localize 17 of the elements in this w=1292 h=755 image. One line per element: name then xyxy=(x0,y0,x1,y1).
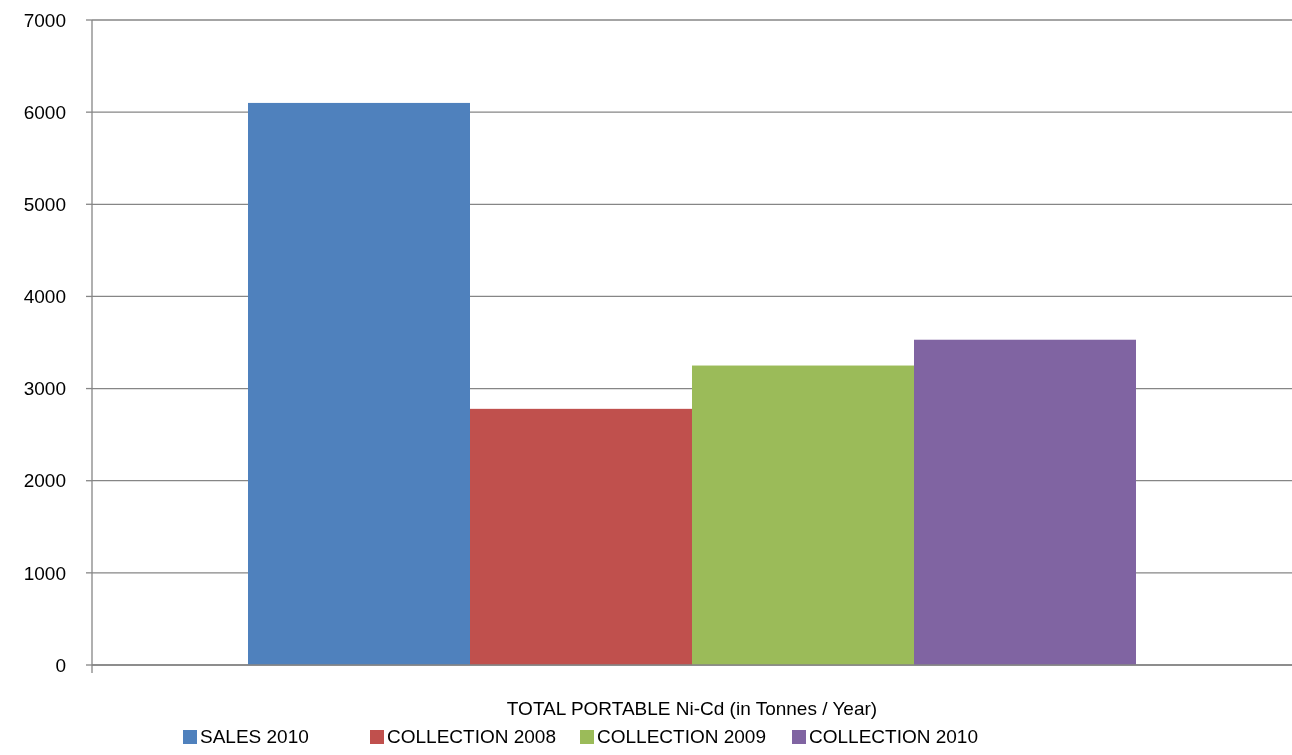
bar xyxy=(248,102,470,665)
bar xyxy=(914,339,1136,665)
y-tick-label: 3000 xyxy=(23,378,66,400)
y-tick-label: 0 xyxy=(55,654,66,676)
y-tick-label: 7000 xyxy=(23,9,66,31)
y-tick-label: 2000 xyxy=(23,470,66,492)
bar xyxy=(692,365,914,665)
y-tick-label: 5000 xyxy=(23,193,66,215)
y-tick-label: 4000 xyxy=(23,286,66,308)
legend-label: COLLECTION 2009 xyxy=(597,726,766,747)
x-tick-label: TOTAL PORTABLE Ni-Cd (in Tonnes / Year) xyxy=(506,698,878,719)
legend-label: SALES 2010 xyxy=(200,726,309,747)
bar xyxy=(470,408,692,665)
y-tick-label: 1000 xyxy=(23,562,66,584)
y-tick-label: 6000 xyxy=(23,101,66,123)
legend-label: COLLECTION 2010 xyxy=(809,726,978,747)
legend-label: COLLECTION 2008 xyxy=(387,726,556,747)
